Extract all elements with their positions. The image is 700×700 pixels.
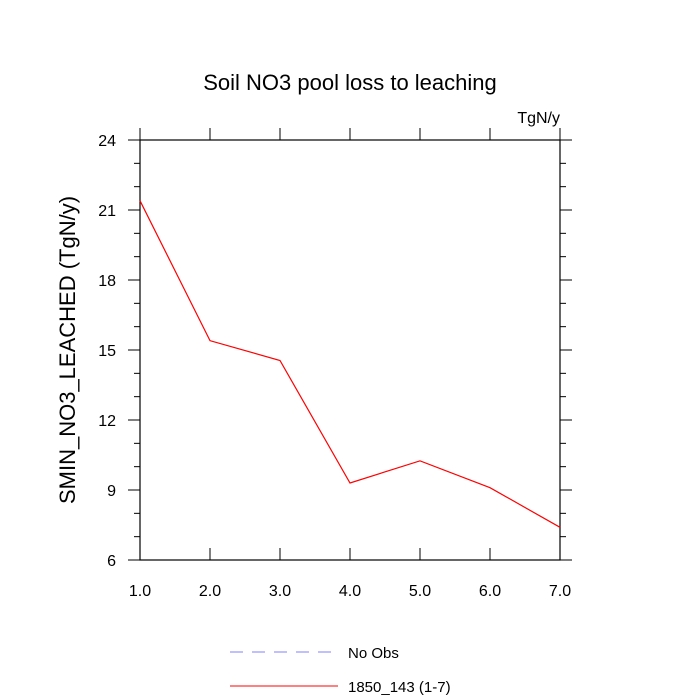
chart-title: Soil NO3 pool loss to leaching	[203, 70, 497, 95]
x-tick-label: 4.0	[339, 583, 361, 600]
legend-label: 1850_143 (1-7)	[348, 679, 451, 696]
series-line	[139, 200, 561, 528]
axis-tick-labels: 1.0 2.0 3.0 4.0 5.0 6.0 7.0 6 9 12 15 18 21 24	[98, 133, 571, 600]
y-tick-label: 21	[98, 203, 116, 220]
x-tick-label: 6.0	[479, 583, 501, 600]
series-layer	[139, 200, 561, 528]
y-tick-label: 24	[98, 133, 116, 150]
y-tick-label: 18	[98, 273, 116, 290]
y-tick-label: 9	[107, 483, 116, 500]
y-tick-label: 15	[98, 343, 116, 360]
axis-ticks	[128, 128, 572, 561]
legend: No Obs 1850_143 (1-7)	[230, 645, 451, 696]
y-tick-label: 12	[98, 413, 116, 430]
x-tick-label: 7.0	[549, 583, 571, 600]
plot-frame	[139, 139, 561, 561]
x-tick-label: 5.0	[409, 583, 431, 600]
y-tick-label: 6	[107, 553, 116, 570]
x-tick-label: 2.0	[199, 583, 221, 600]
x-tick-label: 3.0	[269, 583, 291, 600]
x-tick-label: 1.0	[129, 583, 151, 600]
legend-label: No Obs	[348, 645, 399, 662]
units-label: TgN/y	[517, 110, 560, 127]
y-axis-label: SMIN_NO3_LEACHED (TgN/y)	[55, 196, 80, 504]
